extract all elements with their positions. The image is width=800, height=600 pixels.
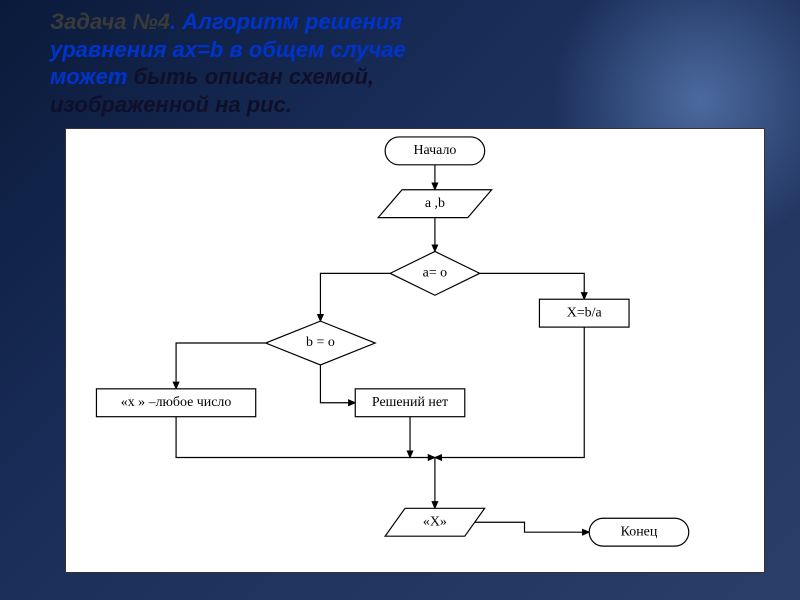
title-eq: ax=b — [173, 37, 224, 62]
node-input: a ,b — [378, 190, 491, 218]
title-l1p2: Алгоритм решения — [182, 9, 402, 34]
title-dot: . — [170, 9, 176, 34]
node-out: «X» — [385, 508, 485, 536]
edge — [475, 522, 589, 532]
svg-text:«x » –любое число: «x » –любое число — [121, 395, 232, 410]
node-dec_b: b = o — [266, 321, 376, 365]
title-task: Задача №4 — [50, 9, 170, 34]
svg-text:a= o: a= o — [423, 266, 448, 281]
node-anyx: «x » –любое число — [96, 389, 255, 417]
node-dec_a: a= o — [390, 251, 480, 295]
svg-text:Конец: Конец — [621, 524, 658, 539]
title-l3p1: может — [50, 64, 127, 89]
title-l2p1: уравнения — [50, 37, 166, 62]
svg-text:X=b/a: X=b/a — [567, 305, 602, 320]
node-end: Конец — [589, 518, 689, 546]
flowchart-svg: Начало a ,b a= o b = o X=b/a «x » –любое числ… — [66, 129, 764, 572]
node-calc: X=b/a — [539, 299, 629, 327]
svg-text:a ,b: a ,b — [425, 196, 445, 211]
svg-text:Решений нет: Решений нет — [372, 395, 448, 410]
title-l3p2: быть описан схемой, — [134, 64, 374, 89]
edge — [176, 343, 266, 389]
node-start: Начало — [385, 137, 485, 165]
svg-text:«X»: «X» — [423, 514, 447, 529]
edge — [320, 273, 390, 321]
flowchart-container: Начало a ,b a= o b = o X=b/a «x » –любое числ… — [65, 128, 765, 573]
node-nosol: Решений нет — [355, 389, 465, 417]
edge — [480, 273, 585, 299]
title-l4: изображенной на рис. — [50, 92, 292, 117]
edge — [320, 365, 355, 403]
title-l2p2: в общем случае — [229, 37, 405, 62]
svg-text:Начало: Начало — [413, 143, 456, 158]
svg-text:b = o: b = o — [306, 335, 335, 350]
title-block: Задача №4. Алгоритм решения уравнения ax… — [50, 8, 760, 118]
edge — [176, 417, 435, 458]
